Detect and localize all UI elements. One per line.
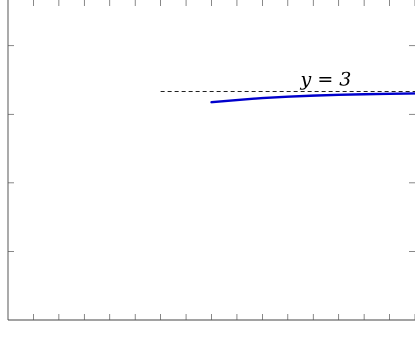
series-curve <box>210 92 415 104</box>
asymptote-label: y = 3 <box>300 68 352 90</box>
